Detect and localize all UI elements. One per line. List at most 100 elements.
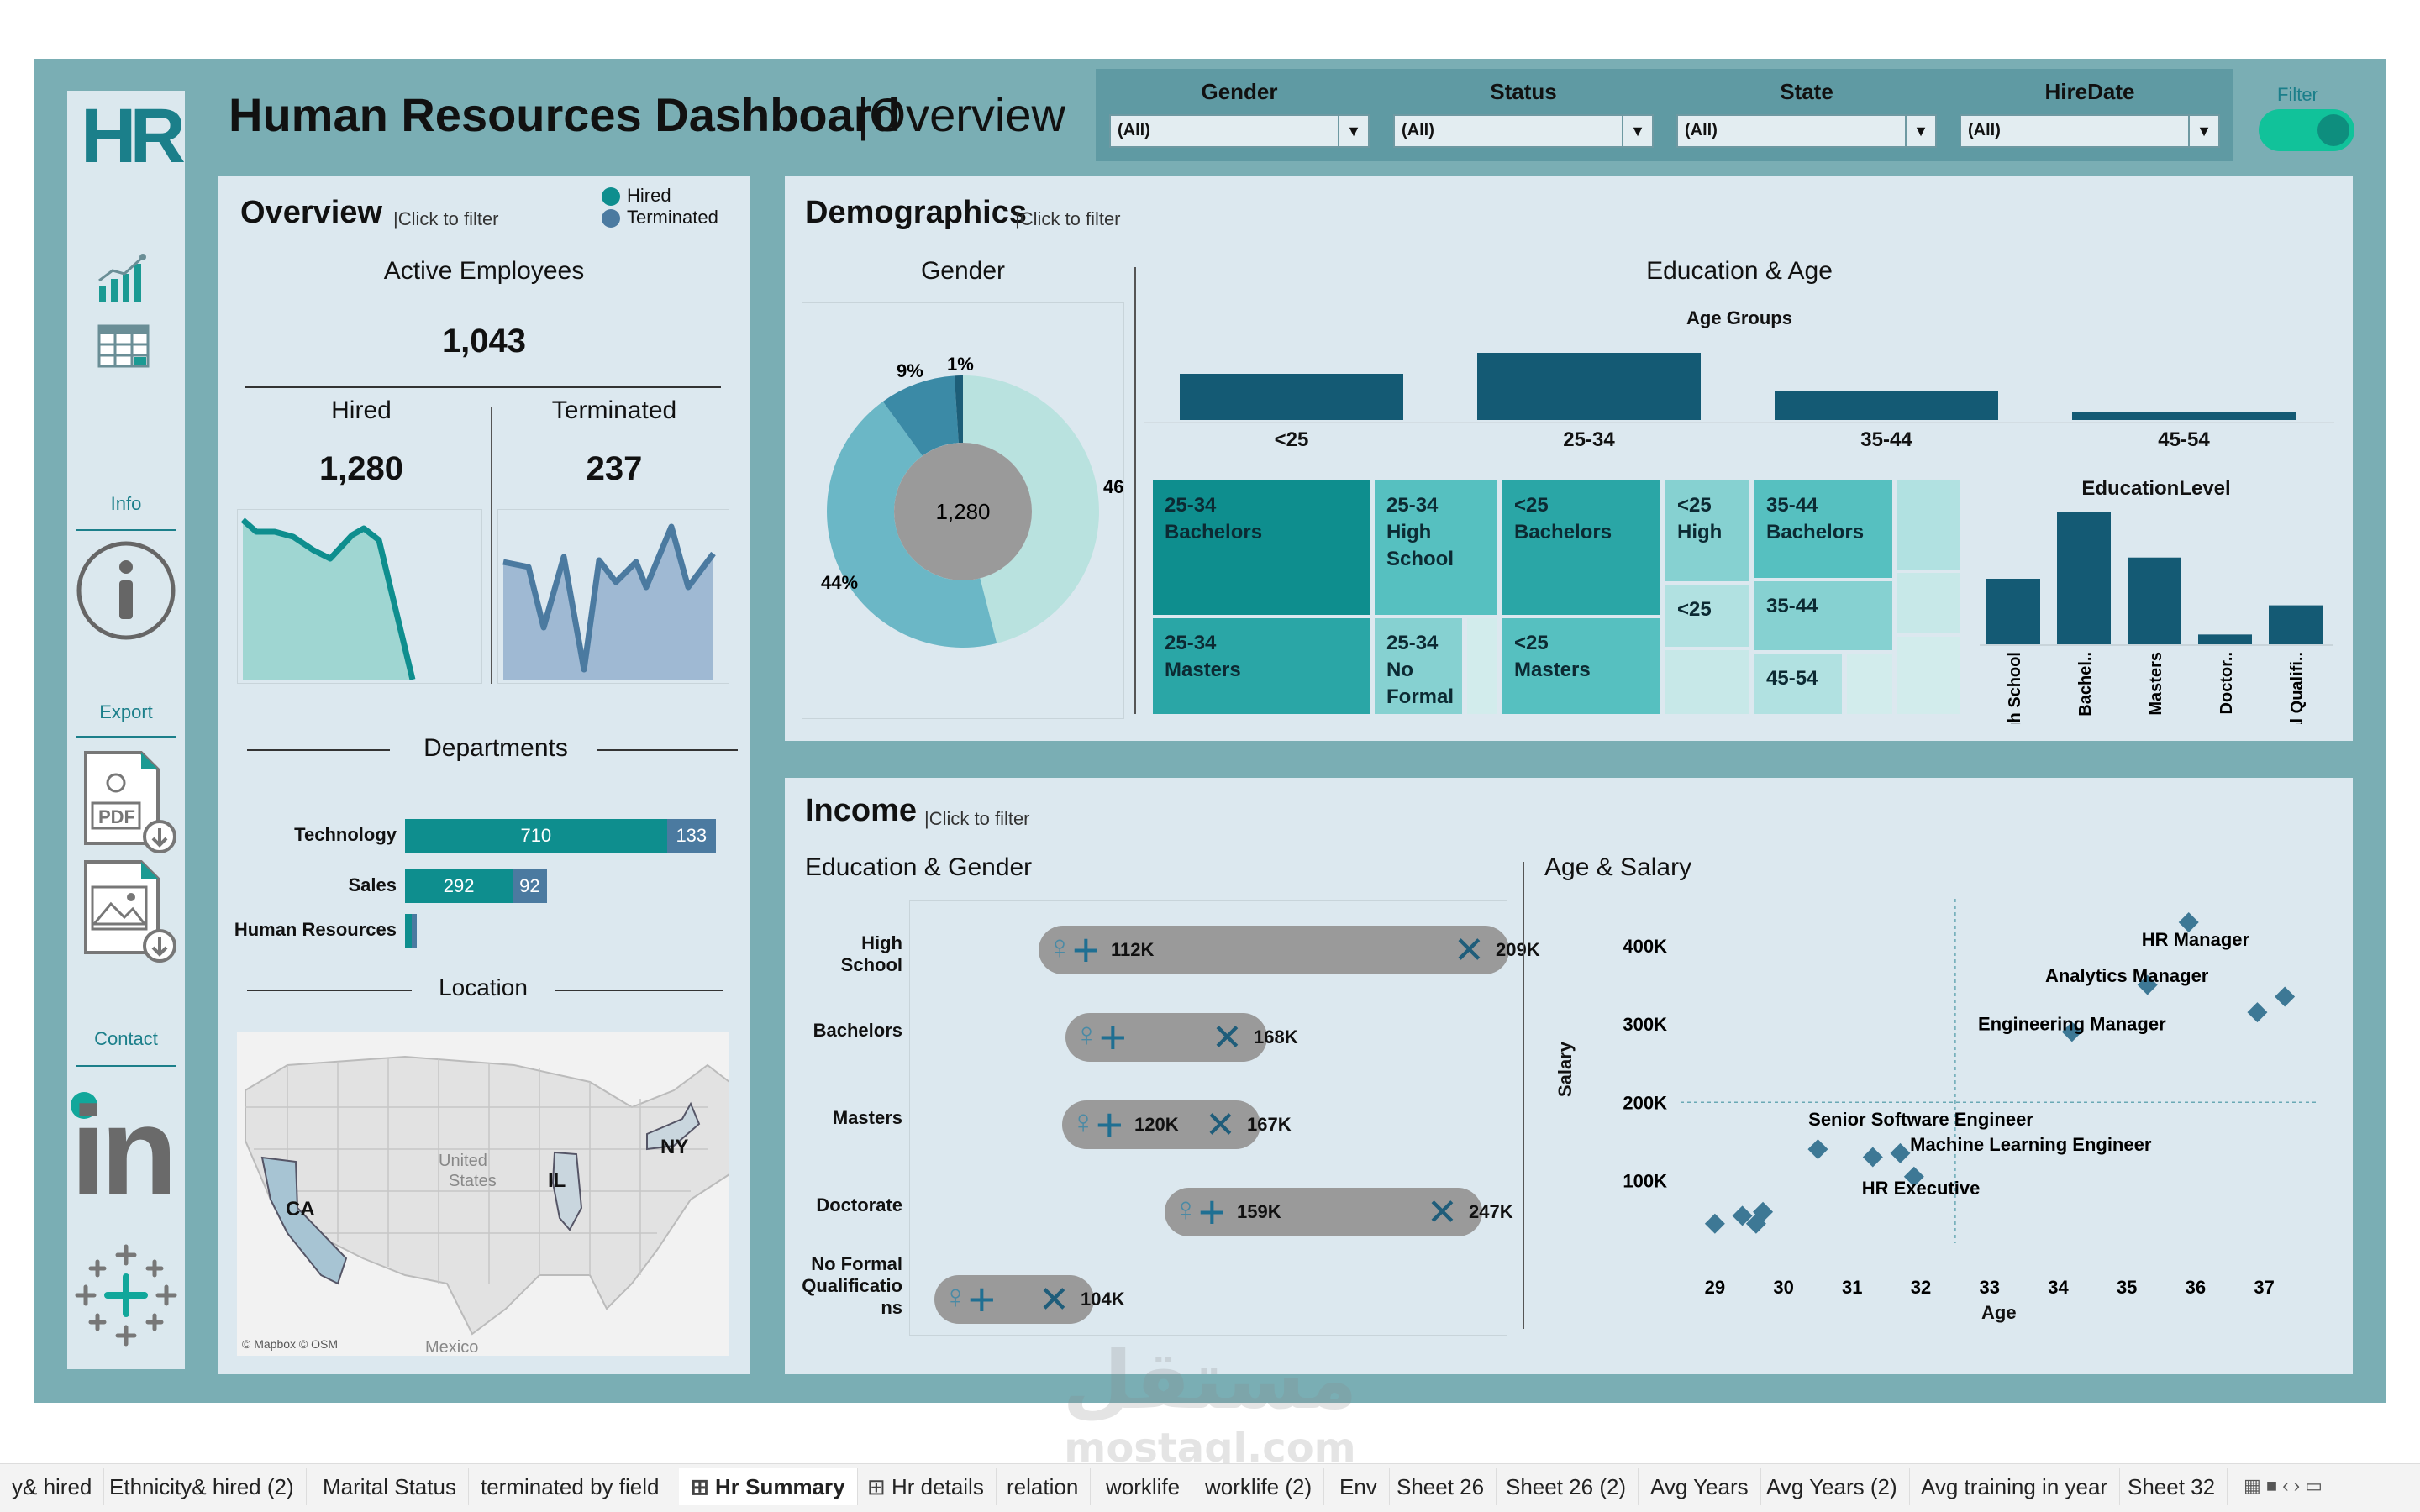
sheet-tab[interactable]: ⊞ Hr details xyxy=(855,1468,997,1505)
sheet-tab[interactable]: worklife xyxy=(1094,1468,1193,1505)
sheet-tab[interactable]: Sheet 26 xyxy=(1385,1468,1497,1505)
treemap-cell[interactable]: <25 Masters xyxy=(1501,617,1662,716)
income-hint[interactable]: |Click to filter xyxy=(924,808,1030,829)
scatter-point[interactable] xyxy=(2247,1002,2268,1023)
filter-dropdown-3[interactable]: (All) ▼ xyxy=(1960,114,2220,148)
education-level-bar[interactable] xyxy=(1986,579,2040,645)
scatter-point[interactable] xyxy=(1903,1166,1924,1187)
age-group-bar[interactable] xyxy=(1477,353,1701,420)
education-gender-chart[interactable] xyxy=(909,900,1507,1336)
sheet-tab[interactable]: Sheet 32 xyxy=(2116,1468,2228,1505)
treemap-cell[interactable]: <25 High xyxy=(1664,479,1751,583)
treemap-cell[interactable]: 25-34 High School xyxy=(1373,479,1499,617)
department-hired-bar[interactable]: 710 xyxy=(405,819,667,853)
overview-hint[interactable]: |Click to filter xyxy=(393,208,499,229)
treemap-cell[interactable] xyxy=(1896,571,1961,635)
sheet-tab[interactable]: ⊞ Hr Summary xyxy=(679,1468,858,1505)
treemap-cell[interactable] xyxy=(1664,648,1751,716)
sheet-tab[interactable]: Avg Years xyxy=(1639,1468,1761,1505)
analytics-chart-icon[interactable] xyxy=(94,252,153,306)
tableau-logo-icon[interactable] xyxy=(74,1243,178,1347)
treemap-cell[interactable] xyxy=(1465,617,1499,716)
sheet-tab[interactable]: Marital Status xyxy=(311,1468,469,1505)
department-terminated-bar[interactable]: 133 xyxy=(666,819,716,853)
scatter-point[interactable] xyxy=(2275,986,2296,1007)
treemap-cell[interactable] xyxy=(1896,479,1961,571)
treemap-cell[interactable]: 25-34 Bachelors xyxy=(1151,479,1371,617)
education-level-bar[interactable] xyxy=(2269,605,2323,645)
treemap-cell[interactable] xyxy=(1896,635,1961,716)
info-icon[interactable] xyxy=(76,540,176,641)
scatter-point[interactable] xyxy=(1807,1139,1828,1160)
income-range-bar[interactable] xyxy=(1065,1013,1267,1062)
filter-dropdown-0[interactable]: (All) ▼ xyxy=(1109,114,1370,148)
education-age-treemap[interactable]: 25-34 Bachelors 25-34 Masters 25-34 High Schoo… xyxy=(1151,479,1961,716)
department-terminated-bar[interactable]: 92 xyxy=(513,869,547,903)
tab-bar-controls[interactable]: ▦ ■ ‹ › ▭ xyxy=(2244,1475,2323,1496)
sheet-tab[interactable]: terminated by field xyxy=(469,1468,672,1505)
donut-slice[interactable] xyxy=(882,375,959,456)
treemap-cell[interactable]: <25 xyxy=(1664,583,1751,648)
sheet-tab[interactable]: y& hired xyxy=(0,1468,105,1505)
sheet-tab[interactable]: Avg training in year xyxy=(1909,1468,2121,1505)
scatter-point[interactable] xyxy=(1745,1213,1766,1234)
scatter-point[interactable] xyxy=(2137,974,2158,995)
income-range-bar[interactable] xyxy=(1165,1188,1482,1236)
chevron-down-icon[interactable]: ▼ xyxy=(2188,116,2218,146)
sheet-tab[interactable]: Ethnicity& hired (2) xyxy=(97,1468,307,1505)
income-range-bar[interactable] xyxy=(934,1275,1094,1324)
education-level-bar[interactable] xyxy=(2128,557,2181,645)
sheet-tab[interactable]: Avg Years (2) xyxy=(1754,1468,1910,1505)
treemap-cell[interactable]: 35-44 Bachelors xyxy=(1753,479,1894,580)
age-group-bar[interactable] xyxy=(1775,391,1998,420)
scatter-point[interactable] xyxy=(1862,1147,1883,1168)
education-level-bar[interactable] xyxy=(2057,512,2111,645)
treemap-cell[interactable]: <25 Bachelors xyxy=(1501,479,1662,617)
donut-slice[interactable] xyxy=(963,375,1099,643)
donut-slice[interactable] xyxy=(954,375,963,444)
scatter-point[interactable] xyxy=(2061,1021,2082,1042)
linkedin-icon[interactable]: in xyxy=(71,1088,185,1214)
chevron-down-icon[interactable]: ▼ xyxy=(1338,116,1368,146)
treemap-cell[interactable]: 45-54 xyxy=(1753,652,1844,716)
scatter-point[interactable] xyxy=(1890,1142,1911,1163)
department-hired-bar[interactable] xyxy=(405,914,412,948)
scatter-point[interactable] xyxy=(2178,911,2199,932)
scatter-point[interactable] xyxy=(1753,1201,1774,1222)
filter-dropdown-1[interactable]: (All) ▼ xyxy=(1393,114,1654,148)
image-export-icon[interactable] xyxy=(81,858,178,964)
sheet-tab[interactable]: worklife (2) xyxy=(1193,1468,1325,1505)
sheet-tab[interactable]: Sheet 26 (2) xyxy=(1494,1468,1639,1505)
department-hired-bar[interactable]: 292 xyxy=(405,869,513,903)
treemap-cell[interactable]: 25-34 No Formal xyxy=(1373,617,1464,716)
gender-donut-chart[interactable]: 46% 44% 9% 1% 1,280 xyxy=(802,302,1140,719)
state-il xyxy=(551,1151,583,1231)
age-salary-y-label: Salary xyxy=(1555,1041,1576,1098)
hired-trend-chart[interactable] xyxy=(237,509,482,684)
age-group-bar[interactable] xyxy=(1180,374,1403,420)
location-map[interactable]: United States Mexico CA IL NY © Mapbox ©… xyxy=(237,1032,729,1356)
chevron-down-icon[interactable]: ▼ xyxy=(1622,116,1652,146)
donut-slice[interactable] xyxy=(827,401,997,648)
education-level-chart[interactable]: High School Bachel.. Masters Doctor.. No For… xyxy=(1980,504,2333,801)
demographics-hint[interactable]: |Click to filter xyxy=(1015,208,1121,229)
filter-dropdown-2[interactable]: (All) ▼ xyxy=(1676,114,1937,148)
treemap-cell[interactable] xyxy=(1845,652,1894,716)
scatter-point[interactable] xyxy=(1704,1213,1725,1234)
sheet-tab[interactable]: Env xyxy=(1328,1468,1390,1505)
sheet-tab[interactable]: relation xyxy=(995,1468,1092,1505)
income-range-bar[interactable] xyxy=(1039,926,1509,974)
age-group-bar[interactable] xyxy=(2072,412,2296,420)
treemap-cell[interactable]: 35-44 xyxy=(1753,580,1894,652)
education-level-bar[interactable] xyxy=(2198,634,2252,645)
scatter-point[interactable] xyxy=(1732,1205,1753,1226)
filter-toggle[interactable] xyxy=(2259,109,2354,151)
age-salary-chart[interactable]: 400K 300K 200K 100K 29 30 31 32 33 34 35 36 37 HR Man… xyxy=(1580,890,2336,1298)
department-terminated-bar[interactable] xyxy=(412,914,417,948)
table-grid-icon[interactable] xyxy=(97,324,150,368)
terminated-trend-chart[interactable] xyxy=(497,509,729,684)
income-range-bar[interactable] xyxy=(1062,1100,1260,1149)
chevron-down-icon[interactable]: ▼ xyxy=(1905,116,1935,146)
pdf-export-icon[interactable] xyxy=(81,749,178,855)
treemap-cell[interactable]: 25-34 Masters xyxy=(1151,617,1371,716)
